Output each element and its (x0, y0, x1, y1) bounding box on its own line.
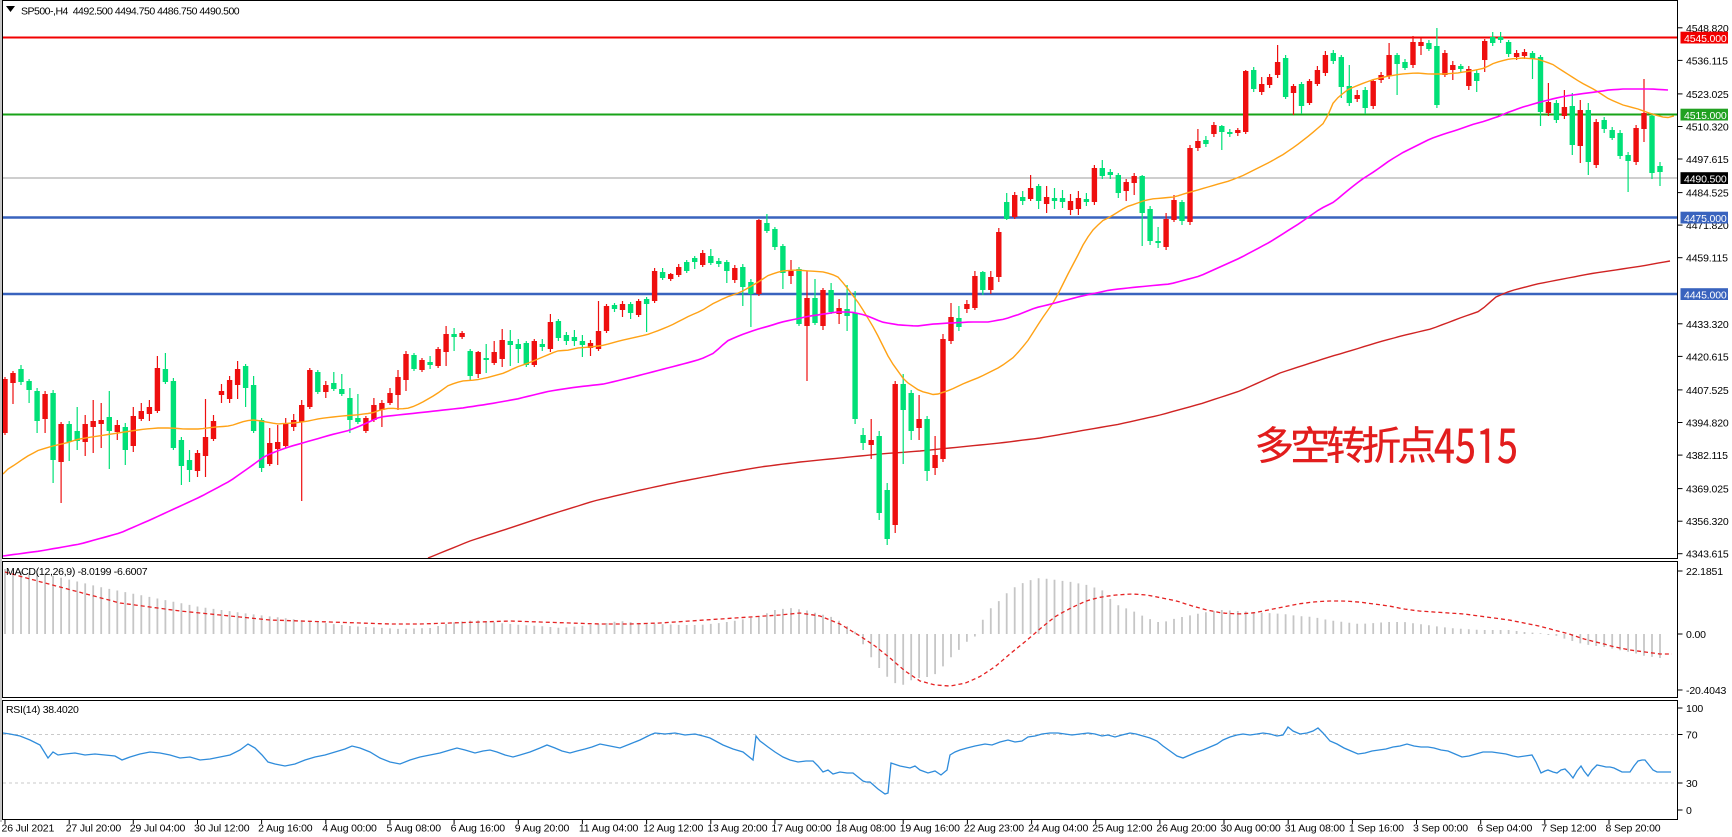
svg-text:0: 0 (1686, 805, 1692, 817)
svg-text:19 Aug 16:00: 19 Aug 16:00 (900, 823, 960, 835)
svg-text:6 Aug 16:00: 6 Aug 16:00 (451, 823, 506, 835)
svg-text:22.1851: 22.1851 (1686, 566, 1723, 578)
svg-text:2 Aug 16:00: 2 Aug 16:00 (258, 823, 313, 835)
svg-text:27 Jul 20:00: 27 Jul 20:00 (66, 823, 122, 835)
svg-text:26 Jul 2021: 26 Jul 2021 (2, 823, 55, 835)
svg-text:6 Sep 04:00: 6 Sep 04:00 (1477, 823, 1532, 835)
svg-text:4545.000: 4545.000 (1684, 33, 1727, 45)
svg-text:4 Aug 00:00: 4 Aug 00:00 (322, 823, 377, 835)
svg-text:4523.025: 4523.025 (1686, 89, 1729, 101)
svg-text:100: 100 (1686, 703, 1703, 715)
svg-text:29 Jul 04:00: 29 Jul 04:00 (130, 823, 186, 835)
svg-text:4445.000: 4445.000 (1684, 289, 1727, 301)
svg-text:4420.615: 4420.615 (1686, 351, 1729, 363)
svg-text:11 Aug 04:00: 11 Aug 04:00 (579, 823, 639, 835)
svg-text:25 Aug 12:00: 25 Aug 12:00 (1092, 823, 1152, 835)
svg-text:1 Sep 16:00: 1 Sep 16:00 (1349, 823, 1404, 835)
svg-text:4343.615: 4343.615 (1686, 549, 1729, 561)
svg-text:4394.820: 4394.820 (1686, 418, 1729, 430)
svg-text:30: 30 (1686, 778, 1698, 790)
svg-text:0.00: 0.00 (1686, 629, 1706, 641)
svg-text:7 Sep 12:00: 7 Sep 12:00 (1541, 823, 1596, 835)
svg-text:4490.500: 4490.500 (1684, 173, 1727, 185)
svg-text:70: 70 (1686, 730, 1698, 742)
svg-text:13 Aug 20:00: 13 Aug 20:00 (707, 823, 767, 835)
svg-text:-20.4043: -20.4043 (1686, 685, 1727, 697)
svg-text:4497.615: 4497.615 (1686, 154, 1729, 166)
svg-text:4484.525: 4484.525 (1686, 188, 1729, 200)
svg-text:4407.525: 4407.525 (1686, 385, 1729, 397)
svg-text:31 Aug 08:00: 31 Aug 08:00 (1285, 823, 1345, 835)
svg-text:30 Aug 00:00: 30 Aug 00:00 (1221, 823, 1281, 835)
svg-text:4433.320: 4433.320 (1686, 319, 1729, 331)
svg-text:4459.115: 4459.115 (1686, 253, 1728, 265)
svg-text:4356.320: 4356.320 (1686, 516, 1729, 528)
svg-text:4475.000: 4475.000 (1684, 213, 1727, 225)
svg-text:4369.025: 4369.025 (1686, 484, 1729, 496)
svg-text:26 Aug 20:00: 26 Aug 20:00 (1156, 823, 1216, 835)
svg-text:9 Aug 20:00: 9 Aug 20:00 (515, 823, 570, 835)
svg-text:4382.115: 4382.115 (1686, 450, 1728, 462)
svg-text:12 Aug 12:00: 12 Aug 12:00 (643, 823, 703, 835)
svg-text:RSI(14) 38.4020: RSI(14) 38.4020 (6, 704, 79, 716)
svg-text:18 Aug 08:00: 18 Aug 08:00 (836, 823, 896, 835)
svg-text:4510.320: 4510.320 (1686, 122, 1729, 134)
svg-text:17 Aug 00:00: 17 Aug 00:00 (771, 823, 831, 835)
svg-text:3 Sep 00:00: 3 Sep 00:00 (1413, 823, 1468, 835)
svg-text:MACD(12,26,9) -8.0199 -6.6007: MACD(12,26,9) -8.0199 -6.6007 (6, 566, 148, 578)
svg-text:24 Aug 04:00: 24 Aug 04:00 (1028, 823, 1088, 835)
svg-text:4515.000: 4515.000 (1684, 110, 1727, 122)
svg-text:4536.115: 4536.115 (1686, 55, 1728, 67)
svg-text:8 Sep 20:00: 8 Sep 20:00 (1606, 823, 1661, 835)
svg-text:30 Jul 12:00: 30 Jul 12:00 (194, 823, 250, 835)
svg-text:22 Aug 23:00: 22 Aug 23:00 (964, 823, 1024, 835)
svg-text:SP500-,H4 4492.500 4494.750 4: SP500-,H4 4492.500 4494.750 4486.750 449… (21, 6, 240, 18)
svg-text:5 Aug 08:00: 5 Aug 08:00 (387, 823, 442, 835)
